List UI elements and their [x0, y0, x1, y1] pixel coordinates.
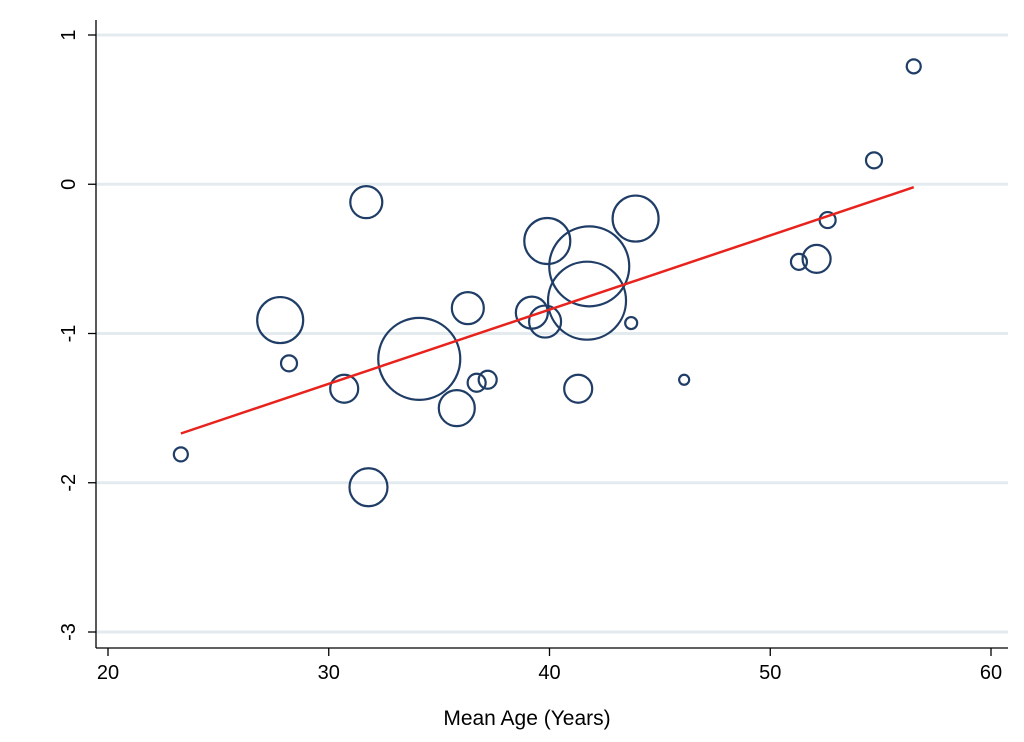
data-point [437, 389, 476, 428]
x-tick-label: 60 [980, 662, 1002, 684]
data-point [349, 185, 384, 220]
data-point [279, 354, 299, 373]
x-tick-label: 20 [97, 662, 119, 684]
x-tick-label: 50 [759, 662, 781, 684]
data-point [477, 369, 498, 390]
x-axis-title: Mean Age (Years) [443, 707, 610, 730]
data-point [348, 467, 389, 508]
data-point [611, 194, 660, 243]
tick-labels: -3 -2 -1 0 1 20 30 40 50 60 [58, 29, 1002, 684]
data-point [329, 373, 360, 404]
data-point [527, 304, 563, 339]
data-point [256, 295, 305, 345]
data-point [563, 373, 594, 404]
fit-line [180, 186, 915, 435]
data-point [548, 225, 631, 308]
data-point [864, 151, 884, 170]
data-point [546, 260, 628, 341]
data-point [450, 291, 485, 326]
data-point [789, 252, 809, 271]
data-point [678, 373, 691, 386]
grid-lines [96, 33, 1008, 634]
data-point [624, 315, 639, 331]
tick-marks [88, 34, 992, 656]
data-point [377, 316, 462, 401]
fit-line-layer [180, 186, 915, 435]
y-tick-label: -3 [58, 623, 80, 641]
y-tick-label: 1 [58, 29, 80, 40]
y-tick-label: -2 [58, 474, 80, 492]
y-tick-label: -1 [58, 325, 80, 343]
data-point [523, 216, 572, 266]
data-point [905, 58, 922, 75]
data-point [172, 446, 189, 463]
x-tick-label: 30 [318, 662, 340, 684]
data-point [466, 372, 487, 393]
data-point [801, 243, 832, 274]
data-points [172, 58, 922, 508]
y-tick-label: 0 [58, 179, 80, 190]
x-tick-label: 40 [538, 662, 560, 684]
